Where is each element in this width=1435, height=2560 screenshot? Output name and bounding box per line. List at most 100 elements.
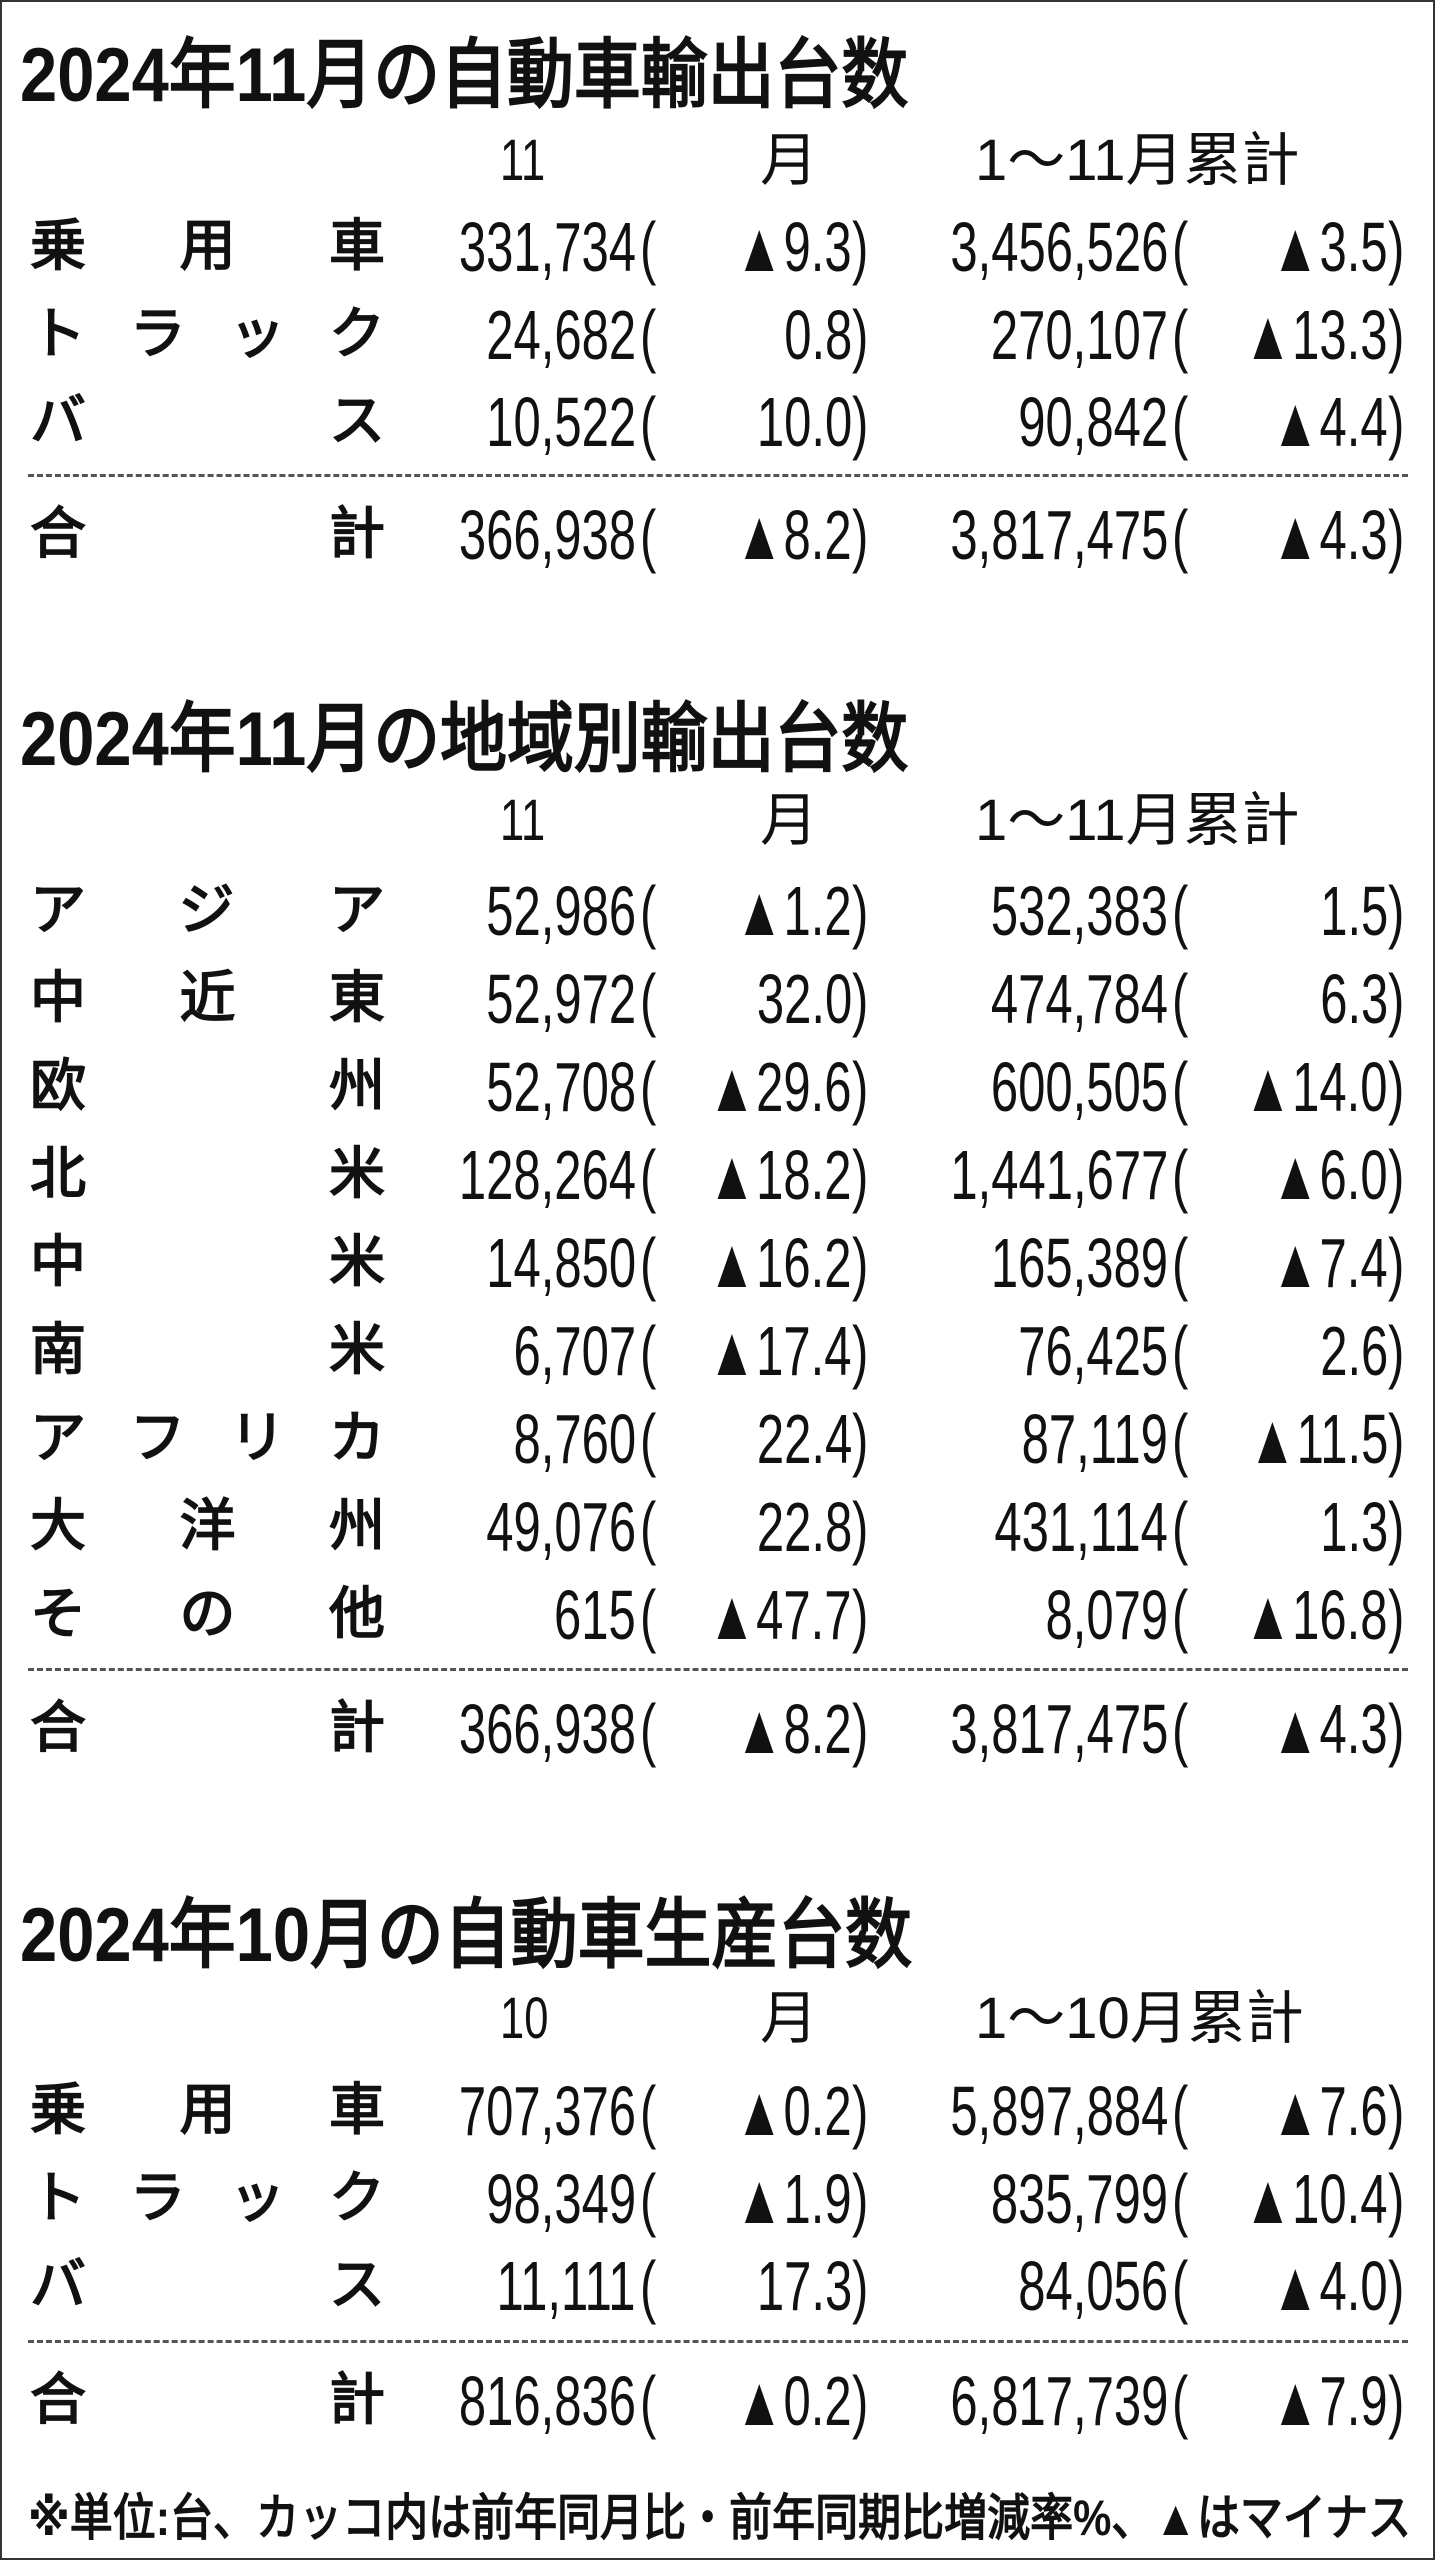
column-header: 1～11月累計: [975, 128, 1300, 193]
cumulative-value: 84,056: [1018, 2247, 1168, 2325]
open-paren: (: [1172, 1312, 1189, 1390]
open-paren: (: [640, 1576, 657, 1654]
month-value: 128,264: [458, 1136, 636, 1214]
open-paren: (: [1172, 872, 1189, 950]
close-paren: ): [852, 1224, 869, 1302]
close-paren: ): [852, 2247, 869, 2325]
column-header: 月: [760, 128, 819, 193]
cumulative-value: 474,784: [990, 960, 1168, 1038]
close-paren: ): [1388, 2362, 1405, 2440]
open-paren: (: [640, 1312, 657, 1390]
cumulative-value: 76,425: [1018, 1312, 1168, 1390]
month-value: 52,708: [486, 1048, 636, 1126]
column-header: 1～11月累計: [975, 788, 1300, 853]
month-rate: ▲1.9: [735, 2160, 852, 2238]
cumulative-rate: ▲11.5: [1247, 1400, 1388, 1478]
table-row: 乗用車 331,734(▲9.3) 3,456,526(▲3.5): [0, 212, 1435, 282]
cumulative-value: 3,456,526: [950, 208, 1168, 286]
close-paren: ): [852, 1488, 869, 1566]
row-label: 乗用車: [30, 2078, 385, 2141]
table-row: トラック 24,682(0.8) 270,107(▲13.3): [0, 300, 1435, 370]
close-paren: ): [852, 1136, 869, 1214]
table-row: 乗用車 707,376(▲0.2) 5,897,884(▲7.6): [0, 2076, 1435, 2146]
total-row: 合計 366,938(▲8.2) 3,817,475(▲4.3): [0, 500, 1435, 570]
open-paren: (: [640, 2362, 657, 2440]
column-header: 11: [500, 128, 546, 193]
close-paren: ): [852, 1576, 869, 1654]
close-paren: ): [1388, 296, 1405, 374]
month-rate: 0.8: [783, 296, 852, 374]
cumulative-rate: ▲7.4: [1271, 1224, 1388, 1302]
column-header: 1～10月累計: [975, 1986, 1304, 2051]
row-label: 北米: [30, 1142, 385, 1205]
close-paren: ): [1388, 960, 1405, 1038]
month-rate: 32.0: [756, 960, 852, 1038]
cumulative-rate: ▲4.3: [1271, 496, 1388, 574]
open-paren: (: [640, 496, 657, 574]
month-rate: ▲0.2: [735, 2362, 852, 2440]
row-label: トラック: [30, 2166, 385, 2229]
month-value: 8,760: [513, 1400, 636, 1478]
open-paren: (: [640, 208, 657, 286]
month-rate: ▲47.7: [708, 1576, 852, 1654]
cumulative-value: 3,817,475: [950, 1690, 1168, 1768]
month-value: 707,376: [458, 2072, 636, 2150]
month-value: 331,734: [458, 208, 636, 286]
open-paren: (: [1172, 1690, 1189, 1768]
cumulative-rate: ▲4.0: [1271, 2247, 1388, 2325]
table-row: 中米 14,850(▲16.2) 165,389(▲7.4): [0, 1228, 1435, 1298]
close-paren: ): [852, 960, 869, 1038]
row-label: その他: [30, 1582, 385, 1645]
close-paren: ): [852, 296, 869, 374]
month-value: 49,076: [486, 1488, 636, 1566]
total-row: 合計 816,836(▲0.2) 6,817,739(▲7.9): [0, 2366, 1435, 2436]
close-paren: ): [852, 1690, 869, 1768]
close-paren: ): [1388, 1136, 1405, 1214]
close-paren: ): [852, 2072, 869, 2150]
open-paren: (: [640, 960, 657, 1038]
open-paren: (: [1172, 383, 1189, 461]
open-paren: (: [640, 2072, 657, 2150]
close-paren: ): [1388, 1048, 1405, 1126]
row-label: 乗用車: [30, 214, 385, 277]
open-paren: (: [640, 1136, 657, 1214]
open-paren: (: [640, 2247, 657, 2325]
month-value: 816,836: [458, 2362, 636, 2440]
open-paren: (: [1172, 1224, 1189, 1302]
open-paren: (: [1172, 1136, 1189, 1214]
month-value: 366,938: [458, 496, 636, 574]
table-row: バス 11,111(17.3) 84,056(▲4.0): [0, 2251, 1435, 2321]
column-header: 11: [500, 788, 546, 853]
close-paren: ): [852, 496, 869, 574]
open-paren: (: [1172, 1488, 1189, 1566]
month-value: 11,111: [497, 2247, 636, 2325]
month-rate: ▲8.2: [735, 1690, 852, 1768]
open-paren: (: [640, 872, 657, 950]
table-row: 南米 6,707(▲17.4) 76,425(2.6): [0, 1316, 1435, 1386]
month-rate: 22.8: [756, 1488, 852, 1566]
open-paren: (: [1172, 296, 1189, 374]
cumulative-rate: 1.5: [1319, 872, 1388, 950]
row-label: 大洋州: [30, 1494, 385, 1557]
month-rate: ▲8.2: [735, 496, 852, 574]
cumulative-value: 1,441,677: [950, 1136, 1168, 1214]
cumulative-rate: ▲7.6: [1271, 2072, 1388, 2150]
open-paren: (: [640, 1048, 657, 1126]
close-paren: ): [852, 1400, 869, 1478]
close-paren: ): [1388, 1312, 1405, 1390]
cumulative-rate: 2.6: [1319, 1312, 1388, 1390]
open-paren: (: [1172, 2072, 1189, 2150]
open-paren: (: [1172, 208, 1189, 286]
open-paren: (: [1172, 1048, 1189, 1126]
month-value: 98,349: [486, 2160, 636, 2238]
table-row: アジア 52,986(▲1.2) 532,383(1.5): [0, 876, 1435, 946]
table-row: 大洋州 49,076(22.8) 431,114(1.3): [0, 1492, 1435, 1562]
open-paren: (: [640, 2160, 657, 2238]
cumulative-value: 835,799: [990, 2160, 1168, 2238]
month-rate: ▲16.2: [708, 1224, 852, 1302]
month-value: 24,682: [486, 296, 636, 374]
dashed-divider: [28, 2340, 1408, 2343]
footnote: ※単位:台、カッコ内は前年同月比・前年同期比増減率%、▲はマイナス: [28, 2490, 1412, 2546]
table-row: 欧州 52,708(▲29.6) 600,505(▲14.0): [0, 1052, 1435, 1122]
section-title: 2024年11月の地域別輸出台数: [20, 697, 909, 782]
